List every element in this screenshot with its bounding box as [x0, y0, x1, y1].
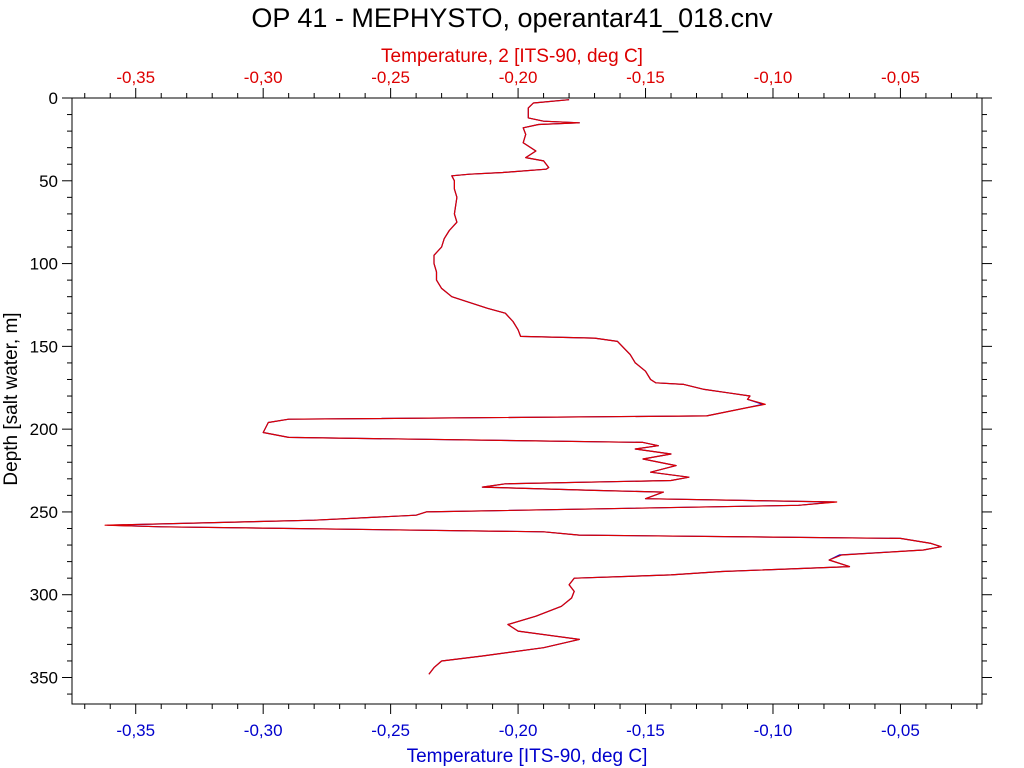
y-tick-label: 150 [30, 337, 58, 356]
y-tick-label: 250 [30, 503, 58, 522]
axis-tick-labels: -0,35 -0,35 -0,30 -0,30 -0,25 -0,25 -0,20 -0,20… [30, 68, 920, 740]
x-top-tick-label: -0,05 [881, 68, 920, 87]
x-top-tick-label: -0,20 [499, 68, 538, 87]
y-tick-label: 100 [30, 255, 58, 274]
series-lines [104, 99, 942, 675]
y-tick-label: 0 [49, 89, 58, 108]
x-top-tick-label: -0,35 [116, 68, 155, 87]
chart-title: OP 41 - MEPHYSTO, operantar41_018.cnv [251, 3, 773, 33]
y-tick-label: 300 [30, 586, 58, 605]
x-axis-bottom-title: Temperature [ITS-90, deg C] [407, 746, 648, 767]
y-tick-label: 350 [30, 669, 58, 688]
x-top-tick-label: -0,15 [626, 68, 665, 87]
x-bottom-tick-label: -0,25 [371, 721, 410, 740]
y-axis-title: Depth [salt water, m] [1, 312, 22, 485]
plot-area-border [71, 97, 983, 705]
y-tick-label: 50 [39, 172, 58, 191]
x-bottom-tick-label: -0,30 [244, 721, 283, 740]
x-bottom-tick-label: -0,35 [116, 721, 155, 740]
x-top-tick-label: -0,30 [244, 68, 283, 87]
y-tick-label: 200 [30, 420, 58, 439]
series-line-top [104, 99, 942, 675]
plot-frame [71, 97, 983, 705]
x-bottom-tick-label: -0,05 [881, 721, 920, 740]
x-bottom-tick-label: -0,15 [626, 721, 665, 740]
x-bottom-tick-label: -0,20 [499, 721, 538, 740]
axis-ticks [62, 88, 992, 714]
x-top-tick-label: -0,10 [754, 68, 793, 87]
x-axis-top-title: Temperature, 2 [ITS-90, deg C] [381, 46, 643, 67]
x-top-tick-label: -0,25 [371, 68, 410, 87]
x-bottom-tick-label: -0,10 [754, 721, 793, 740]
